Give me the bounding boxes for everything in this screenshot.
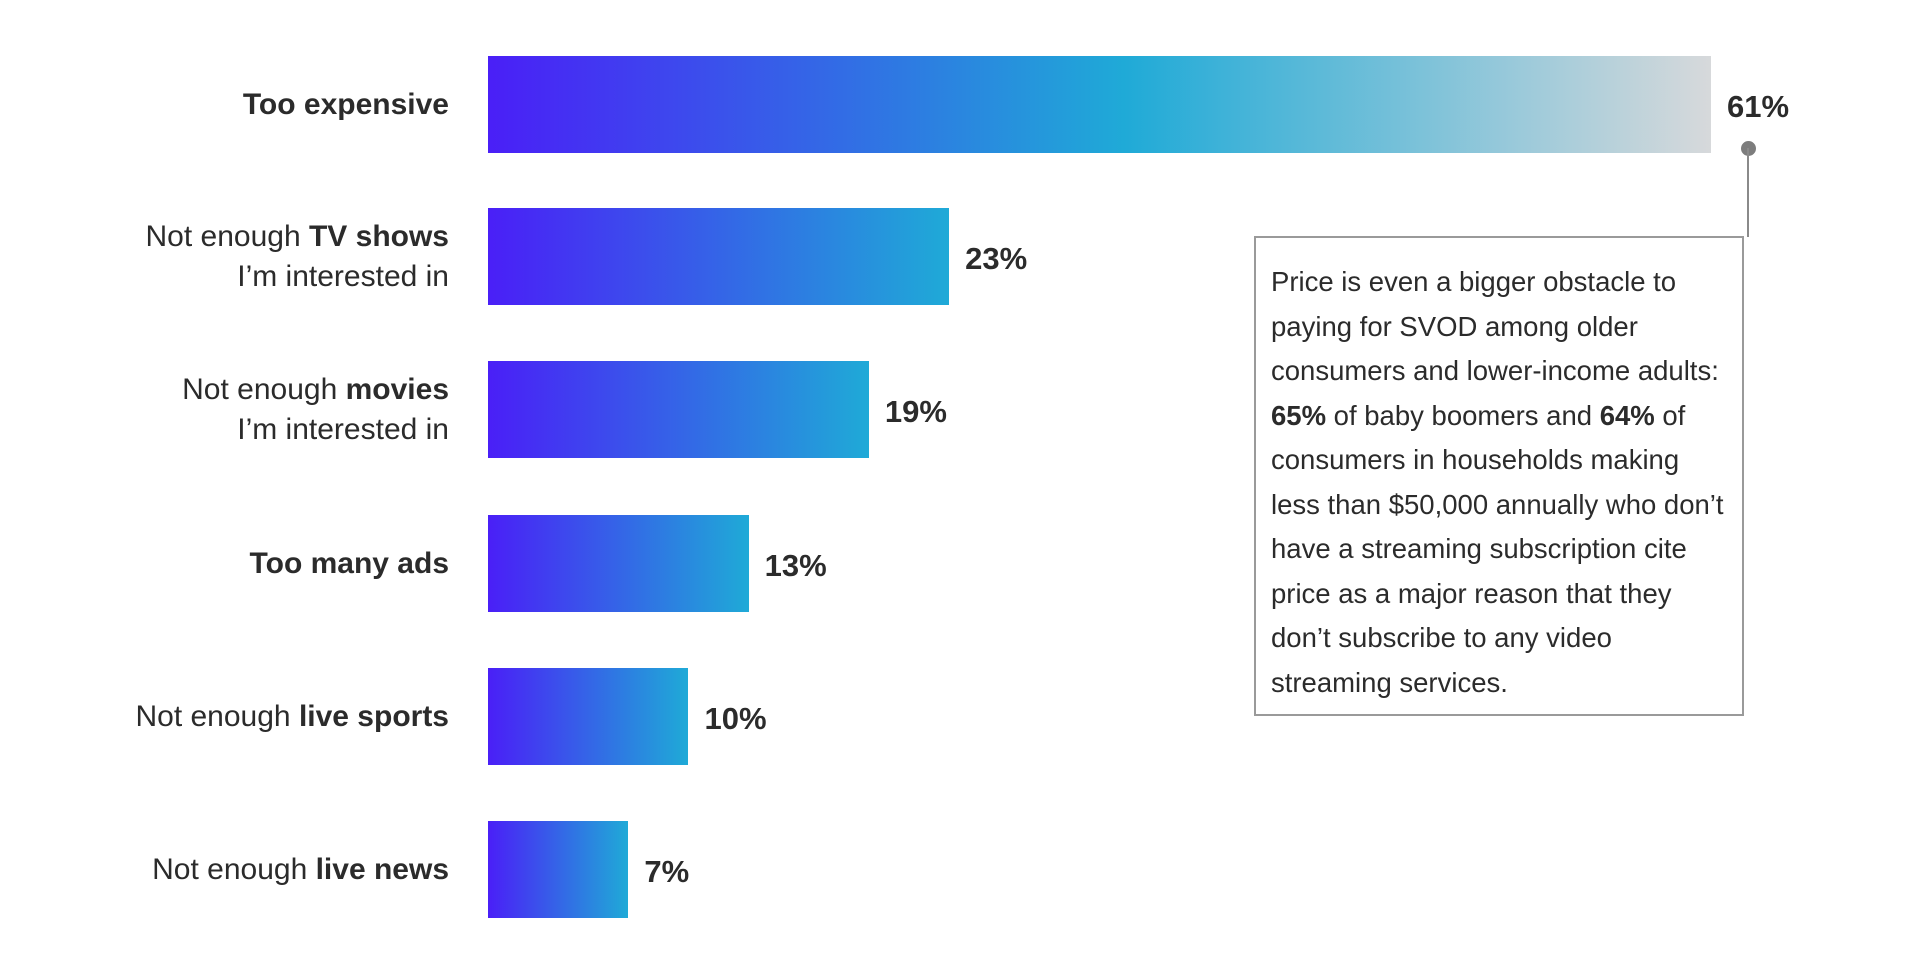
text-run: Not enough [152,852,316,886]
value-label: 7% [644,853,690,889]
emphasis-text: Too expensive [242,87,449,121]
value-label: 23% [965,240,1028,276]
value-label: 13% [764,547,827,583]
text-run: Price is even a bigger obstacle to payin… [1271,266,1719,386]
emphasis-text: live sports [298,699,449,733]
bar [488,361,869,458]
value-label: 19% [884,393,947,429]
emphasis-text: movies [345,372,449,406]
category-label: Not enough TV shows I’m interested in [29,217,450,297]
text-run: of consumers in households making less t… [1271,399,1724,698]
emphasis-text: TV shows [308,219,449,253]
emphasis-text: 65% [1271,399,1327,431]
text-run: I’m interested in [237,259,449,293]
category-label: Not enough live sports [29,697,449,737]
text-run: of baby boomers and [1326,399,1600,431]
category-label: Not enough movies I’m interested in [29,370,449,450]
text-run: I’m interested in [237,412,449,446]
bar [488,56,1711,153]
bar [488,821,629,918]
text-run: Not enough [135,699,299,733]
emphasis-text: 64% [1599,399,1655,431]
annotation-callout: Price is even a bigger obstacle to payin… [1254,236,1744,716]
bar [488,515,749,612]
category-label: Too expensive [29,85,449,125]
category-label: Not enough live news [29,850,449,890]
text-run: Not enough [182,372,346,406]
value-label: 61% [1727,88,1790,124]
bar [488,668,689,765]
bar [488,208,950,305]
emphasis-text: live news [315,852,449,886]
emphasis-text: Too many ads [249,546,449,580]
category-label: Too many ads [29,544,449,584]
value-label: 10% [704,700,767,736]
connector-line [1747,148,1749,237]
text-run: Not enough [145,219,309,253]
